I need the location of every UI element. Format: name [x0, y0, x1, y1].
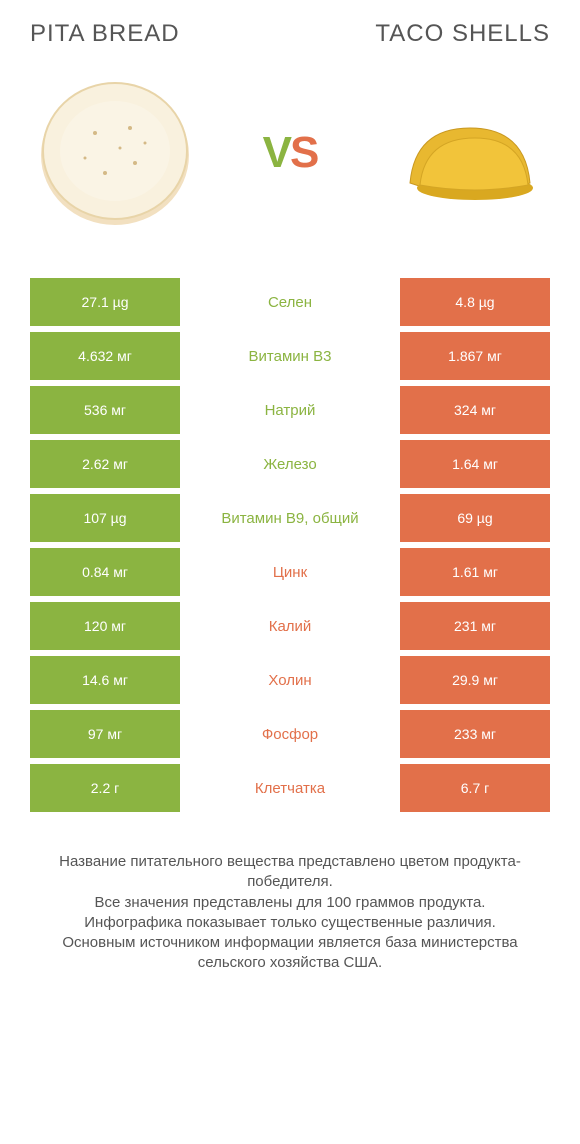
cell-nutrient-name: Железо: [180, 440, 400, 488]
footer-line: Основным источником информации является …: [40, 933, 540, 974]
table-row: 120 мгКалий231 мг: [30, 602, 550, 650]
cell-left-value: 14.6 мг: [30, 656, 180, 704]
cell-left-value: 0.84 мг: [30, 548, 180, 596]
cell-nutrient-name: Холин: [180, 656, 400, 704]
title-right: TACO SHELLS: [375, 20, 550, 48]
infographic-container: PITA BREAD TACO SHELLS VS: [0, 0, 580, 994]
footer-text: Название питательного вещества представл…: [30, 852, 550, 974]
cell-right-value: 1.867 мг: [400, 332, 550, 380]
cell-left-value: 536 мг: [30, 386, 180, 434]
cell-right-value: 29.9 мг: [400, 656, 550, 704]
image-row: VS: [30, 68, 550, 238]
cell-right-value: 1.61 мг: [400, 548, 550, 596]
taco-image: [380, 68, 550, 238]
cell-nutrient-name: Цинк: [180, 548, 400, 596]
cell-right-value: 6.7 г: [400, 764, 550, 812]
table-row: 27.1 µgСелен4.8 µg: [30, 278, 550, 326]
footer-line: Инфографика показывает только существенн…: [40, 913, 540, 933]
cell-nutrient-name: Натрий: [180, 386, 400, 434]
comparison-table: 27.1 µgСелен4.8 µg 4.632 мгВитамин B31.86…: [30, 278, 550, 812]
footer-line: Все значения представлены для 100 граммо…: [40, 893, 540, 913]
pita-image: [30, 68, 200, 238]
title-left: PITA BREAD: [30, 20, 180, 48]
cell-left-value: 27.1 µg: [30, 278, 180, 326]
table-row: 4.632 мгВитамин B31.867 мг: [30, 332, 550, 380]
cell-right-value: 231 мг: [400, 602, 550, 650]
cell-right-value: 324 мг: [400, 386, 550, 434]
cell-nutrient-name: Селен: [180, 278, 400, 326]
footer-line: Название питательного вещества представл…: [40, 852, 540, 893]
cell-left-value: 97 мг: [30, 710, 180, 758]
cell-left-value: 107 µg: [30, 494, 180, 542]
cell-right-value: 4.8 µg: [400, 278, 550, 326]
header-row: PITA BREAD TACO SHELLS: [30, 20, 550, 48]
cell-nutrient-name: Фосфор: [180, 710, 400, 758]
cell-nutrient-name: Калий: [180, 602, 400, 650]
table-row: 14.6 мгХолин29.9 мг: [30, 656, 550, 704]
table-row: 2.62 мгЖелезо1.64 мг: [30, 440, 550, 488]
cell-left-value: 2.62 мг: [30, 440, 180, 488]
vs-v-letter: V: [263, 128, 290, 177]
table-row: 2.2 гКлетчатка6.7 г: [30, 764, 550, 812]
cell-left-value: 4.632 мг: [30, 332, 180, 380]
cell-left-value: 2.2 г: [30, 764, 180, 812]
cell-left-value: 120 мг: [30, 602, 180, 650]
table-row: 107 µgВитамин B9, общий69 µg: [30, 494, 550, 542]
cell-nutrient-name: Витамин B3: [180, 332, 400, 380]
table-row: 97 мгФосфор233 мг: [30, 710, 550, 758]
vs-s-letter: S: [290, 128, 317, 177]
cell-right-value: 233 мг: [400, 710, 550, 758]
table-row: 0.84 мгЦинк1.61 мг: [30, 548, 550, 596]
cell-nutrient-name: Витамин B9, общий: [180, 494, 400, 542]
cell-right-value: 1.64 мг: [400, 440, 550, 488]
table-row: 536 мгНатрий324 мг: [30, 386, 550, 434]
vs-label: VS: [263, 128, 318, 178]
cell-nutrient-name: Клетчатка: [180, 764, 400, 812]
cell-right-value: 69 µg: [400, 494, 550, 542]
